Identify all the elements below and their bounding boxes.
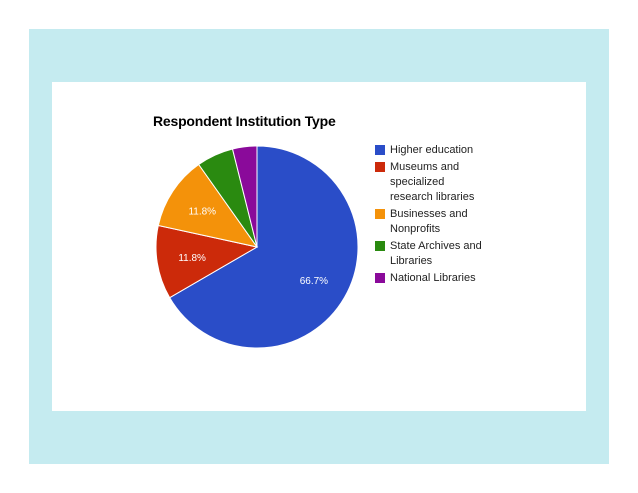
legend-label-0: Higher education <box>390 144 474 156</box>
legend-swatch-3 <box>375 241 385 251</box>
pie-data-label-0: 66.7% <box>300 276 328 287</box>
legend-item-3: State Archives and Libraries <box>375 239 515 269</box>
pie-data-label-2: 11.8% <box>188 207 216 218</box>
chart-card: Respondent Institution Type 66.7% 11.8% 11… <box>52 82 586 411</box>
legend-label-2: Businesses and Nonprofits <box>390 208 468 235</box>
legend-item-1: Museums and specialized research librari… <box>375 160 515 205</box>
legend-item-0: Higher education <box>375 143 515 158</box>
pie-slice-4 <box>231 145 258 248</box>
chart-title: Respondent Institution Type <box>153 113 336 129</box>
legend-item-2: Businesses and Nonprofits <box>375 207 515 237</box>
legend-swatch-0 <box>375 145 385 155</box>
pie-slice-0 <box>168 145 359 349</box>
legend-label-4: National Libraries <box>390 272 476 284</box>
legend-swatch-1 <box>375 162 385 172</box>
legend-swatch-2 <box>375 209 385 219</box>
legend-label-3: State Archives and Libraries <box>390 240 482 267</box>
pie-data-label-1: 11.8% <box>178 253 206 264</box>
chart-legend: Higher education Museums and specialized … <box>375 143 515 288</box>
pie-slice-1 <box>155 224 259 299</box>
pie-slice-2 <box>157 163 259 248</box>
legend-swatch-4 <box>375 273 385 283</box>
pie-chart: 66.7% 11.8% 11.8% <box>155 145 359 349</box>
legend-label-1: Museums and specialized research librari… <box>390 161 475 203</box>
legend-item-4: National Libraries <box>375 271 515 286</box>
